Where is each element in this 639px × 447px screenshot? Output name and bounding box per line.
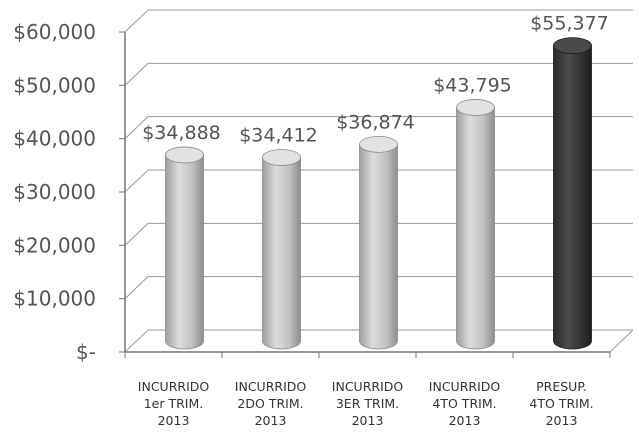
x-tick-label: PRESUP. [536, 379, 587, 394]
x-tick-label: 1er TRIM. [144, 396, 204, 411]
bar-body [359, 143, 398, 350]
x-tick-label: 2013 [352, 413, 384, 428]
gridline-diagonal [124, 329, 149, 353]
bar-top [262, 149, 301, 166]
x-tick-label: 2013 [158, 413, 190, 428]
bar [456, 99, 495, 350]
gridline-diagonal [124, 169, 149, 193]
bar-top [165, 146, 204, 164]
y-tick-label: $10,000 [13, 287, 96, 311]
x-tick-label: INCURRIDO [332, 379, 404, 394]
y-tick-label: $30,000 [13, 180, 96, 204]
bars [165, 37, 592, 350]
data-label: $43,795 [433, 74, 512, 96]
bar [262, 149, 301, 350]
gridline-diagonal [124, 116, 149, 140]
bar [165, 146, 204, 350]
x-axis-labels: INCURRIDO 1er TRIM. 2013 INCURRIDO 2DO TRIM.… [124, 352, 611, 428]
y-tick-label: $50,000 [13, 73, 96, 97]
x-tick-label: 4TO TRIM. [529, 396, 593, 411]
gridline-diagonal [124, 276, 149, 300]
data-label: $34,888 [142, 122, 221, 144]
data-label: $36,874 [336, 111, 415, 133]
floor-edge [609, 329, 634, 353]
x-tick-label: INCURRIDO [138, 379, 210, 394]
bar-top [359, 135, 398, 153]
x-tick-label: 4TO TRIM. [432, 396, 496, 411]
x-tick-label: INCURRIDO [235, 379, 307, 394]
y-tick-label: $60,000 [13, 20, 96, 44]
data-label: $34,412 [239, 124, 318, 146]
x-tick-label: 2013 [449, 413, 481, 428]
gridline-diagonal [124, 62, 149, 86]
gridline-diagonal [124, 9, 149, 33]
data-label: $55,377 [530, 13, 609, 35]
x-tick-label: INCURRIDO [429, 379, 501, 394]
bar-body [165, 154, 204, 350]
y-tick-label: $40,000 [13, 127, 96, 151]
x-tick-label: 3ER TRIM. [336, 396, 399, 411]
y-axis: $- $10,000 $20,000 $30,000 $40,000 $50,000 $60… [13, 20, 126, 364]
bar-body [553, 45, 592, 350]
bar-top [553, 37, 592, 55]
value-labels: $34,888 $34,412 $36,874 $43,795 $55,377 [142, 13, 609, 147]
gridline-diagonal [124, 222, 149, 246]
x-tick-label: 2013 [546, 413, 578, 428]
y-tick-label: $20,000 [13, 233, 96, 257]
y-tick-label: $- [76, 340, 96, 364]
x-tick-label: 2DO TRIM. [237, 396, 303, 411]
bar [553, 37, 592, 350]
bar-body [262, 157, 301, 350]
x-tick-label: 2013 [255, 413, 287, 428]
bar-body [456, 107, 495, 350]
bar [359, 135, 398, 350]
bar-top [456, 99, 495, 116]
